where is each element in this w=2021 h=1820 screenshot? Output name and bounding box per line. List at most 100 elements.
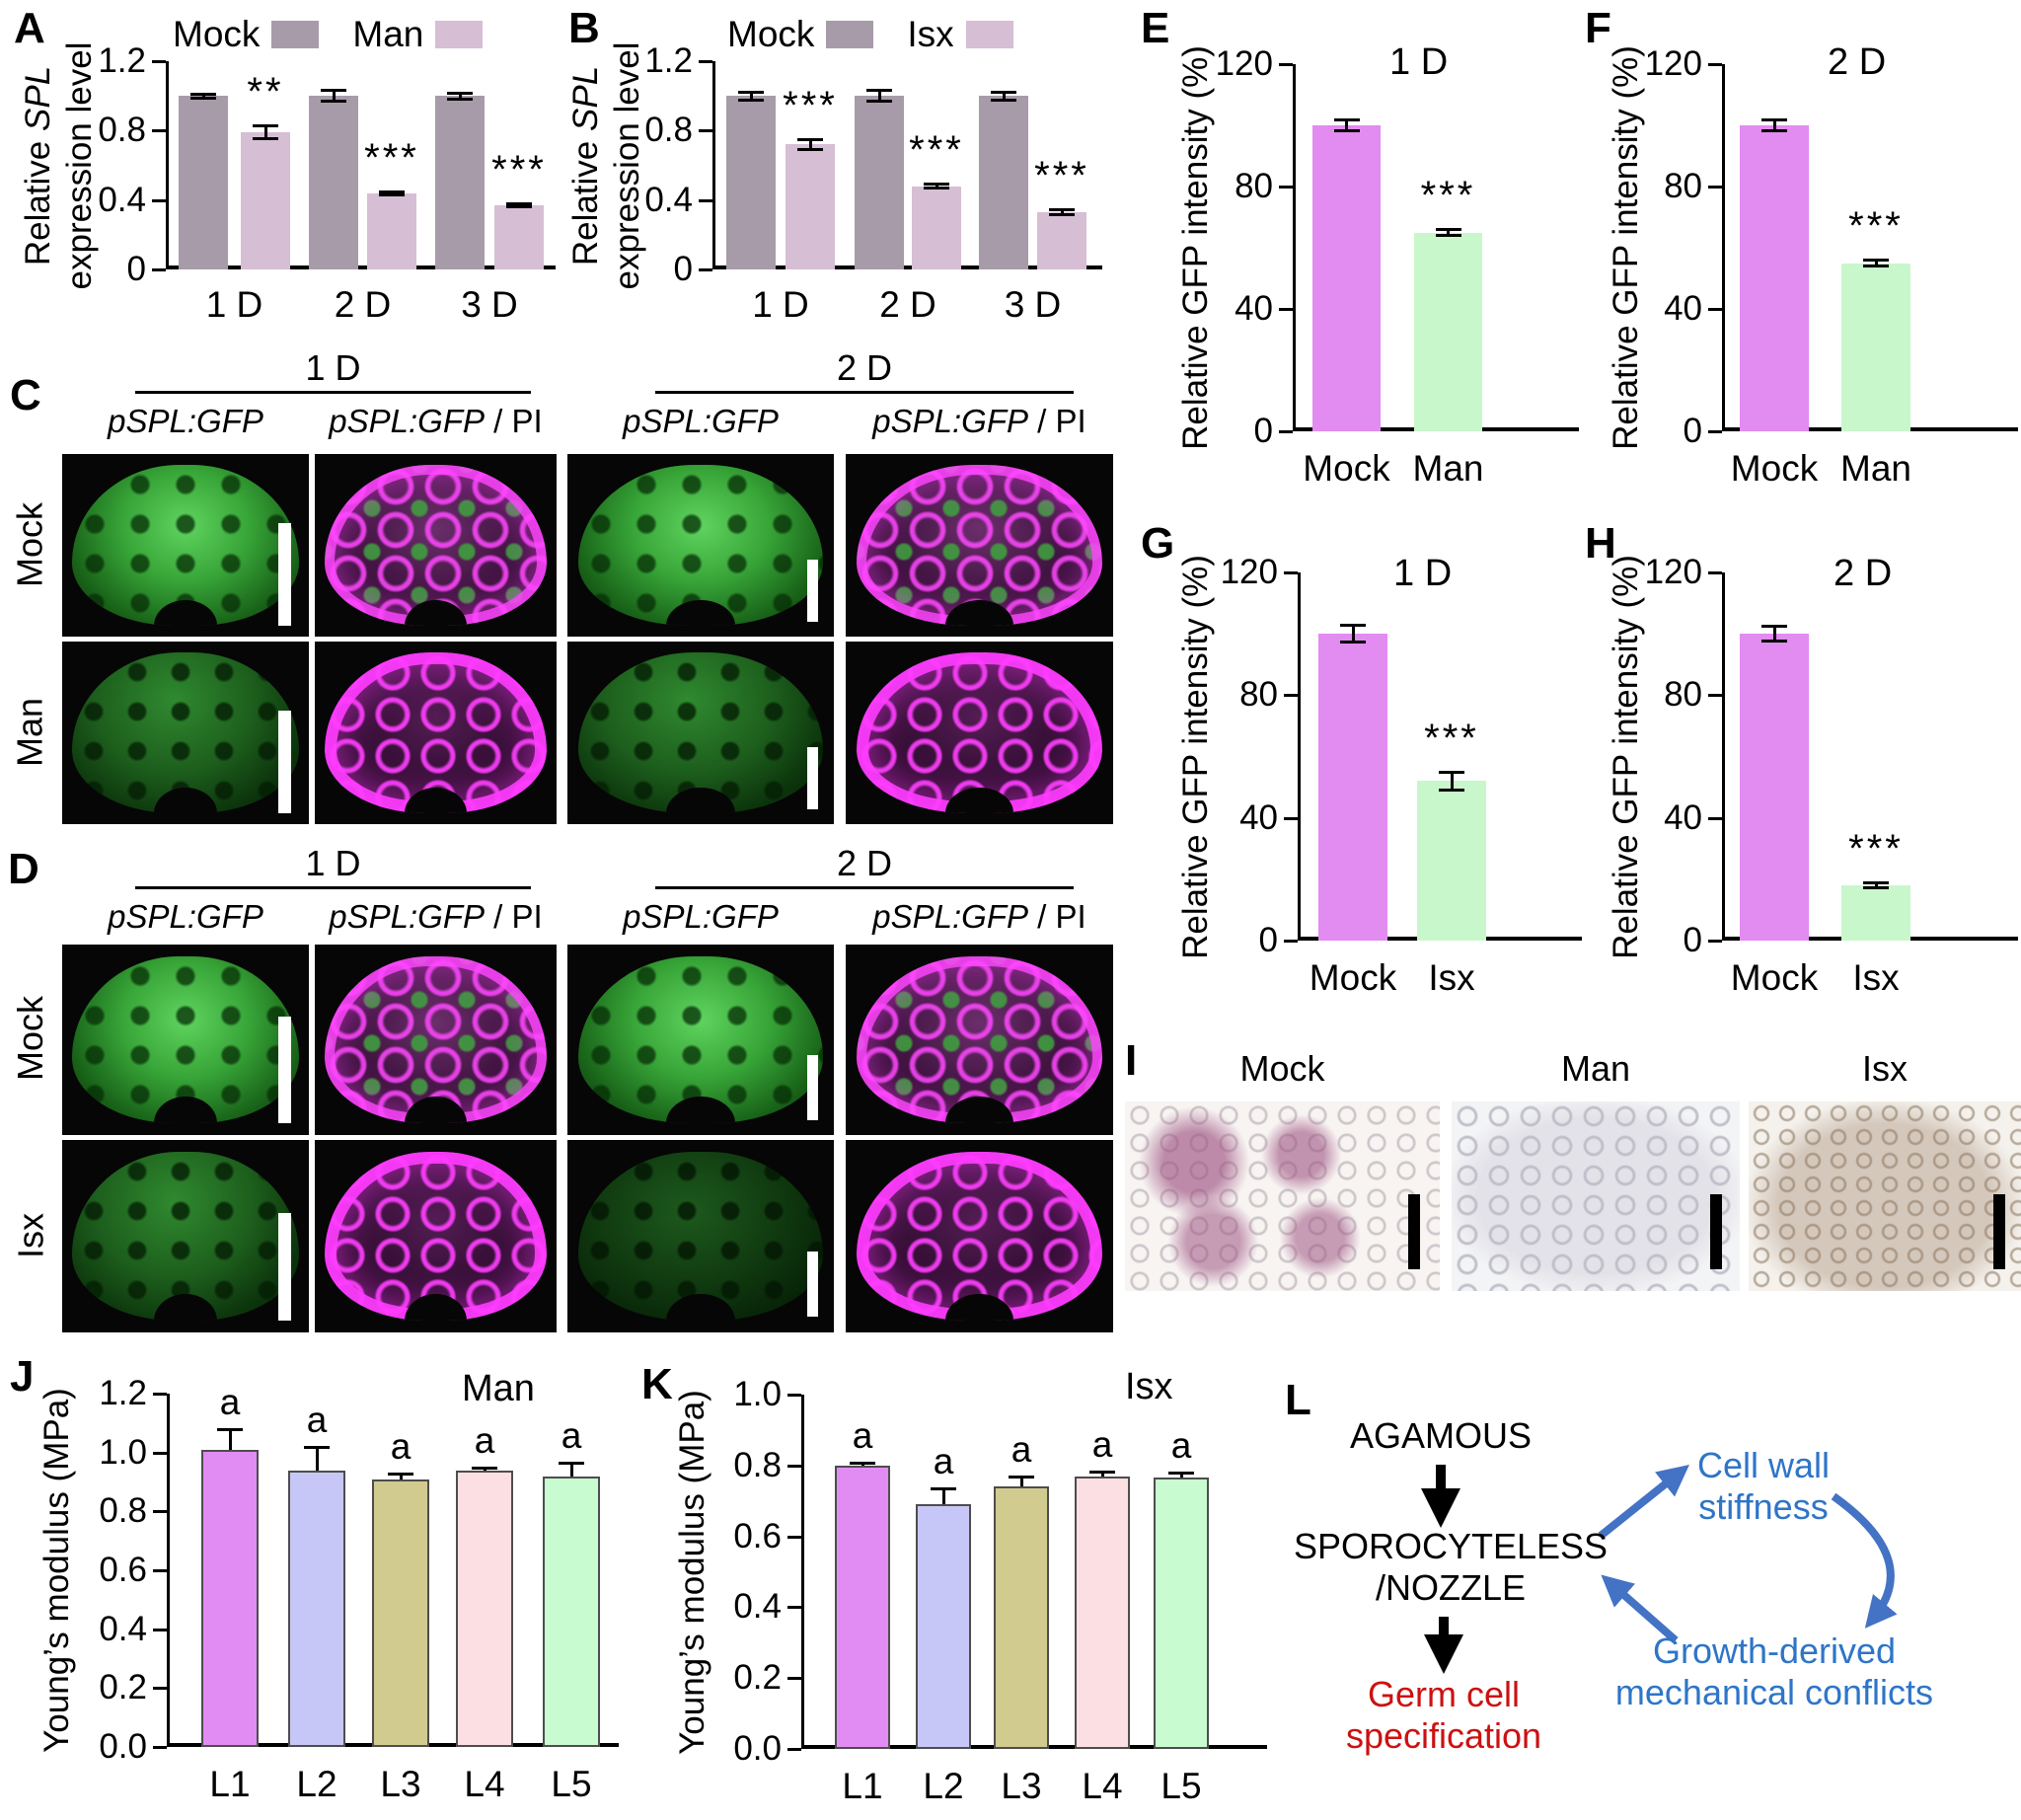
- scale-bar: [278, 1213, 291, 1322]
- y-tick: [153, 1393, 167, 1396]
- micrograph-c-merged-pi: [846, 454, 1113, 637]
- y-tick-label: 0.6: [99, 1551, 147, 1589]
- y-tick-label: 0.0: [99, 1727, 147, 1766]
- y-tick: [1708, 816, 1722, 820]
- micrograph-c-gfp: [62, 454, 309, 637]
- y-tick-label: 0: [1683, 921, 1702, 959]
- error-bar-cap: [1333, 117, 1360, 121]
- y-tick: [153, 1451, 167, 1455]
- panel-d-group-1d: 1 D: [305, 843, 361, 883]
- y-axis-label: Relative GFP intensity (%): [1607, 45, 1645, 450]
- node-sporocyteless-line1: SPOROCYTELESS: [1293, 1526, 1609, 1566]
- legend-label: Isx: [907, 14, 954, 54]
- scale-bar: [278, 711, 291, 813]
- panel-f-label: F: [1585, 4, 1611, 52]
- error-bar-cap: [1340, 641, 1366, 645]
- y-tick-label: 80: [1664, 167, 1702, 205]
- letter-label: a: [561, 1415, 582, 1457]
- bar: [1417, 781, 1486, 941]
- error-bar-cap: [1089, 1470, 1115, 1474]
- x-category-label: L2: [923, 1766, 964, 1806]
- scale-bar: [278, 1017, 291, 1124]
- letter-label: a: [219, 1381, 241, 1422]
- y-tick: [1708, 940, 1722, 943]
- gene-label: pSPL:GFP: [329, 898, 486, 935]
- y-tick-label: 0.8: [644, 111, 693, 150]
- y-tick-label: 0: [673, 250, 693, 288]
- legend-label: Man: [352, 14, 424, 54]
- error-bar-line: [1100, 1471, 1104, 1477]
- x-category-label: Mock: [1730, 957, 1819, 998]
- bar: [288, 1470, 345, 1747]
- y-tick: [699, 129, 712, 133]
- arrow-cellwall-to-growth: [1831, 1492, 1898, 1629]
- error-bar-cap: [866, 100, 892, 104]
- bar: [1154, 1478, 1209, 1749]
- panel-d-group-2d: 2 D: [836, 843, 893, 883]
- error-bar-line: [399, 1473, 403, 1479]
- micrograph-d-merged-pi: [315, 945, 557, 1135]
- y-tick: [787, 1748, 801, 1751]
- panel-d-group-1d-underline: [135, 886, 531, 889]
- error-bar-cap: [190, 96, 216, 100]
- panel-i-title-isx: Isx: [1861, 1048, 1908, 1089]
- panel-d-row-label-mock: Mock: [10, 996, 50, 1082]
- panel-d-label: D: [8, 845, 39, 893]
- error-bar-cap: [1863, 880, 1889, 884]
- y-tick: [699, 268, 712, 271]
- significance-label: ***: [1424, 717, 1479, 761]
- x-category-label: 3 D: [461, 284, 518, 325]
- bar: [1740, 634, 1809, 941]
- tissue-blob: [856, 1151, 1103, 1322]
- x-category-label: Isx: [1852, 957, 1900, 998]
- error-bar-cap: [1049, 212, 1075, 216]
- error-bar-line: [569, 1463, 573, 1477]
- x-category-label: L5: [551, 1764, 592, 1804]
- bar: [1312, 125, 1381, 431]
- tissue-blob: [324, 652, 548, 813]
- x-category-label: L4: [464, 1764, 505, 1804]
- error-bar-cap: [388, 1472, 413, 1476]
- y-tick-label: 0: [1253, 412, 1273, 450]
- panel-k-label: K: [641, 1360, 673, 1408]
- error-bar-line: [808, 139, 812, 150]
- tissue-blob: [577, 955, 824, 1124]
- y-tick: [152, 60, 166, 63]
- chart-title: Isx: [1125, 1366, 1173, 1407]
- y-tick-label: 80: [1664, 675, 1702, 715]
- bar: [241, 132, 290, 269]
- panel-i-title-man: Man: [1560, 1048, 1631, 1089]
- y-tick-label: 0.8: [99, 1491, 147, 1531]
- panel-k-chart: 0.0 0.2 0.4 0.6 0.8 1.0 Young’s modulus (MPa) L…: [639, 1362, 1286, 1820]
- tissue-blob: [577, 652, 824, 813]
- micrograph-d-merged-pi: [846, 945, 1113, 1135]
- y-tick: [1284, 571, 1298, 574]
- bar: [309, 96, 358, 269]
- panel-l-diagram: AGAMOUS SPOROCYTELESS /NOZZLE Germ cell …: [1283, 1372, 2021, 1820]
- error-bar-line: [877, 90, 881, 103]
- significance-label: ***: [491, 148, 547, 192]
- panel-d-col-label-1: pSPL:GFP: [62, 898, 309, 936]
- panel-c-col-label-4: pSPL:GFP / PI: [846, 403, 1113, 440]
- y-tick: [152, 268, 166, 271]
- significance-label: ***: [1034, 154, 1089, 198]
- bar: [1841, 263, 1910, 431]
- legend-label: Mock: [173, 14, 261, 54]
- error-bar-cap: [447, 91, 473, 95]
- bar: [916, 1504, 971, 1749]
- bar: [786, 144, 835, 269]
- tissue-blob: [72, 1151, 299, 1322]
- tissue-blob: [324, 465, 548, 626]
- significance-label: ***: [1420, 174, 1476, 218]
- tissue-blob: [856, 652, 1103, 813]
- y-tick: [787, 1394, 801, 1397]
- y-tick-label: 40: [1239, 797, 1278, 837]
- node-sporocyteless-nozzle: SPOROCYTELESS /NOZZLE: [1273, 1526, 1628, 1609]
- x-category-label: Mock: [1309, 957, 1397, 998]
- error-bar-cap: [506, 204, 532, 208]
- significance-label: ***: [1848, 826, 1904, 871]
- error-bar-line: [1772, 118, 1776, 132]
- gene-label: pSPL:GFP: [108, 898, 263, 935]
- y-tick-label: 0.8: [733, 1445, 782, 1484]
- plot-area: [166, 61, 556, 269]
